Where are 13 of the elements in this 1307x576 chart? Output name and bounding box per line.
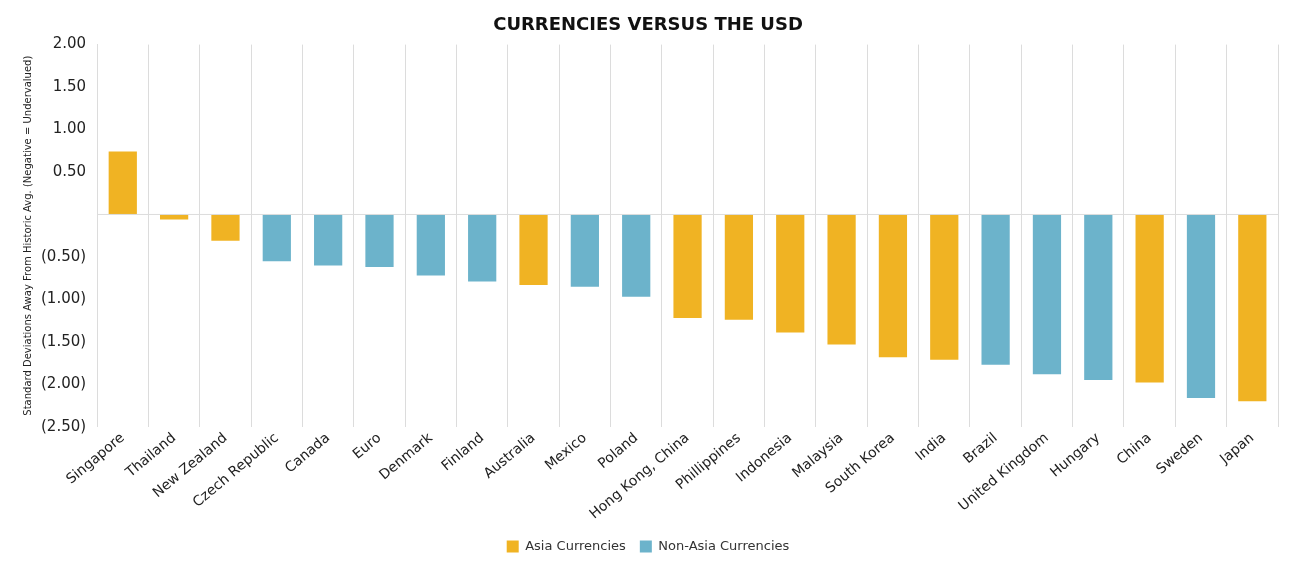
y-tick-label: (2.50) [40,416,87,435]
chart-title: CURRENCIES VERSUS THE USD [493,13,803,35]
y-axis-title: Standard Deviations Away From Historic Avg. (Negative = Undervalued) [21,55,33,416]
legend-label: Non-Asia Currencies [658,537,790,553]
y-tick-label: 1.00 [52,119,87,138]
y-tick-label: (2.00) [40,374,87,393]
y-tick-label: (1.00) [40,289,87,308]
legend-label: Asia Currencies [525,537,627,553]
y-tick-label: (0.50) [40,246,87,265]
y-tick-label: 1.50 [52,76,87,95]
y-tick-label: (1.50) [40,331,87,350]
y-tick-label: 2.00 [52,34,87,53]
y-tick-label: 0.50 [52,161,87,180]
